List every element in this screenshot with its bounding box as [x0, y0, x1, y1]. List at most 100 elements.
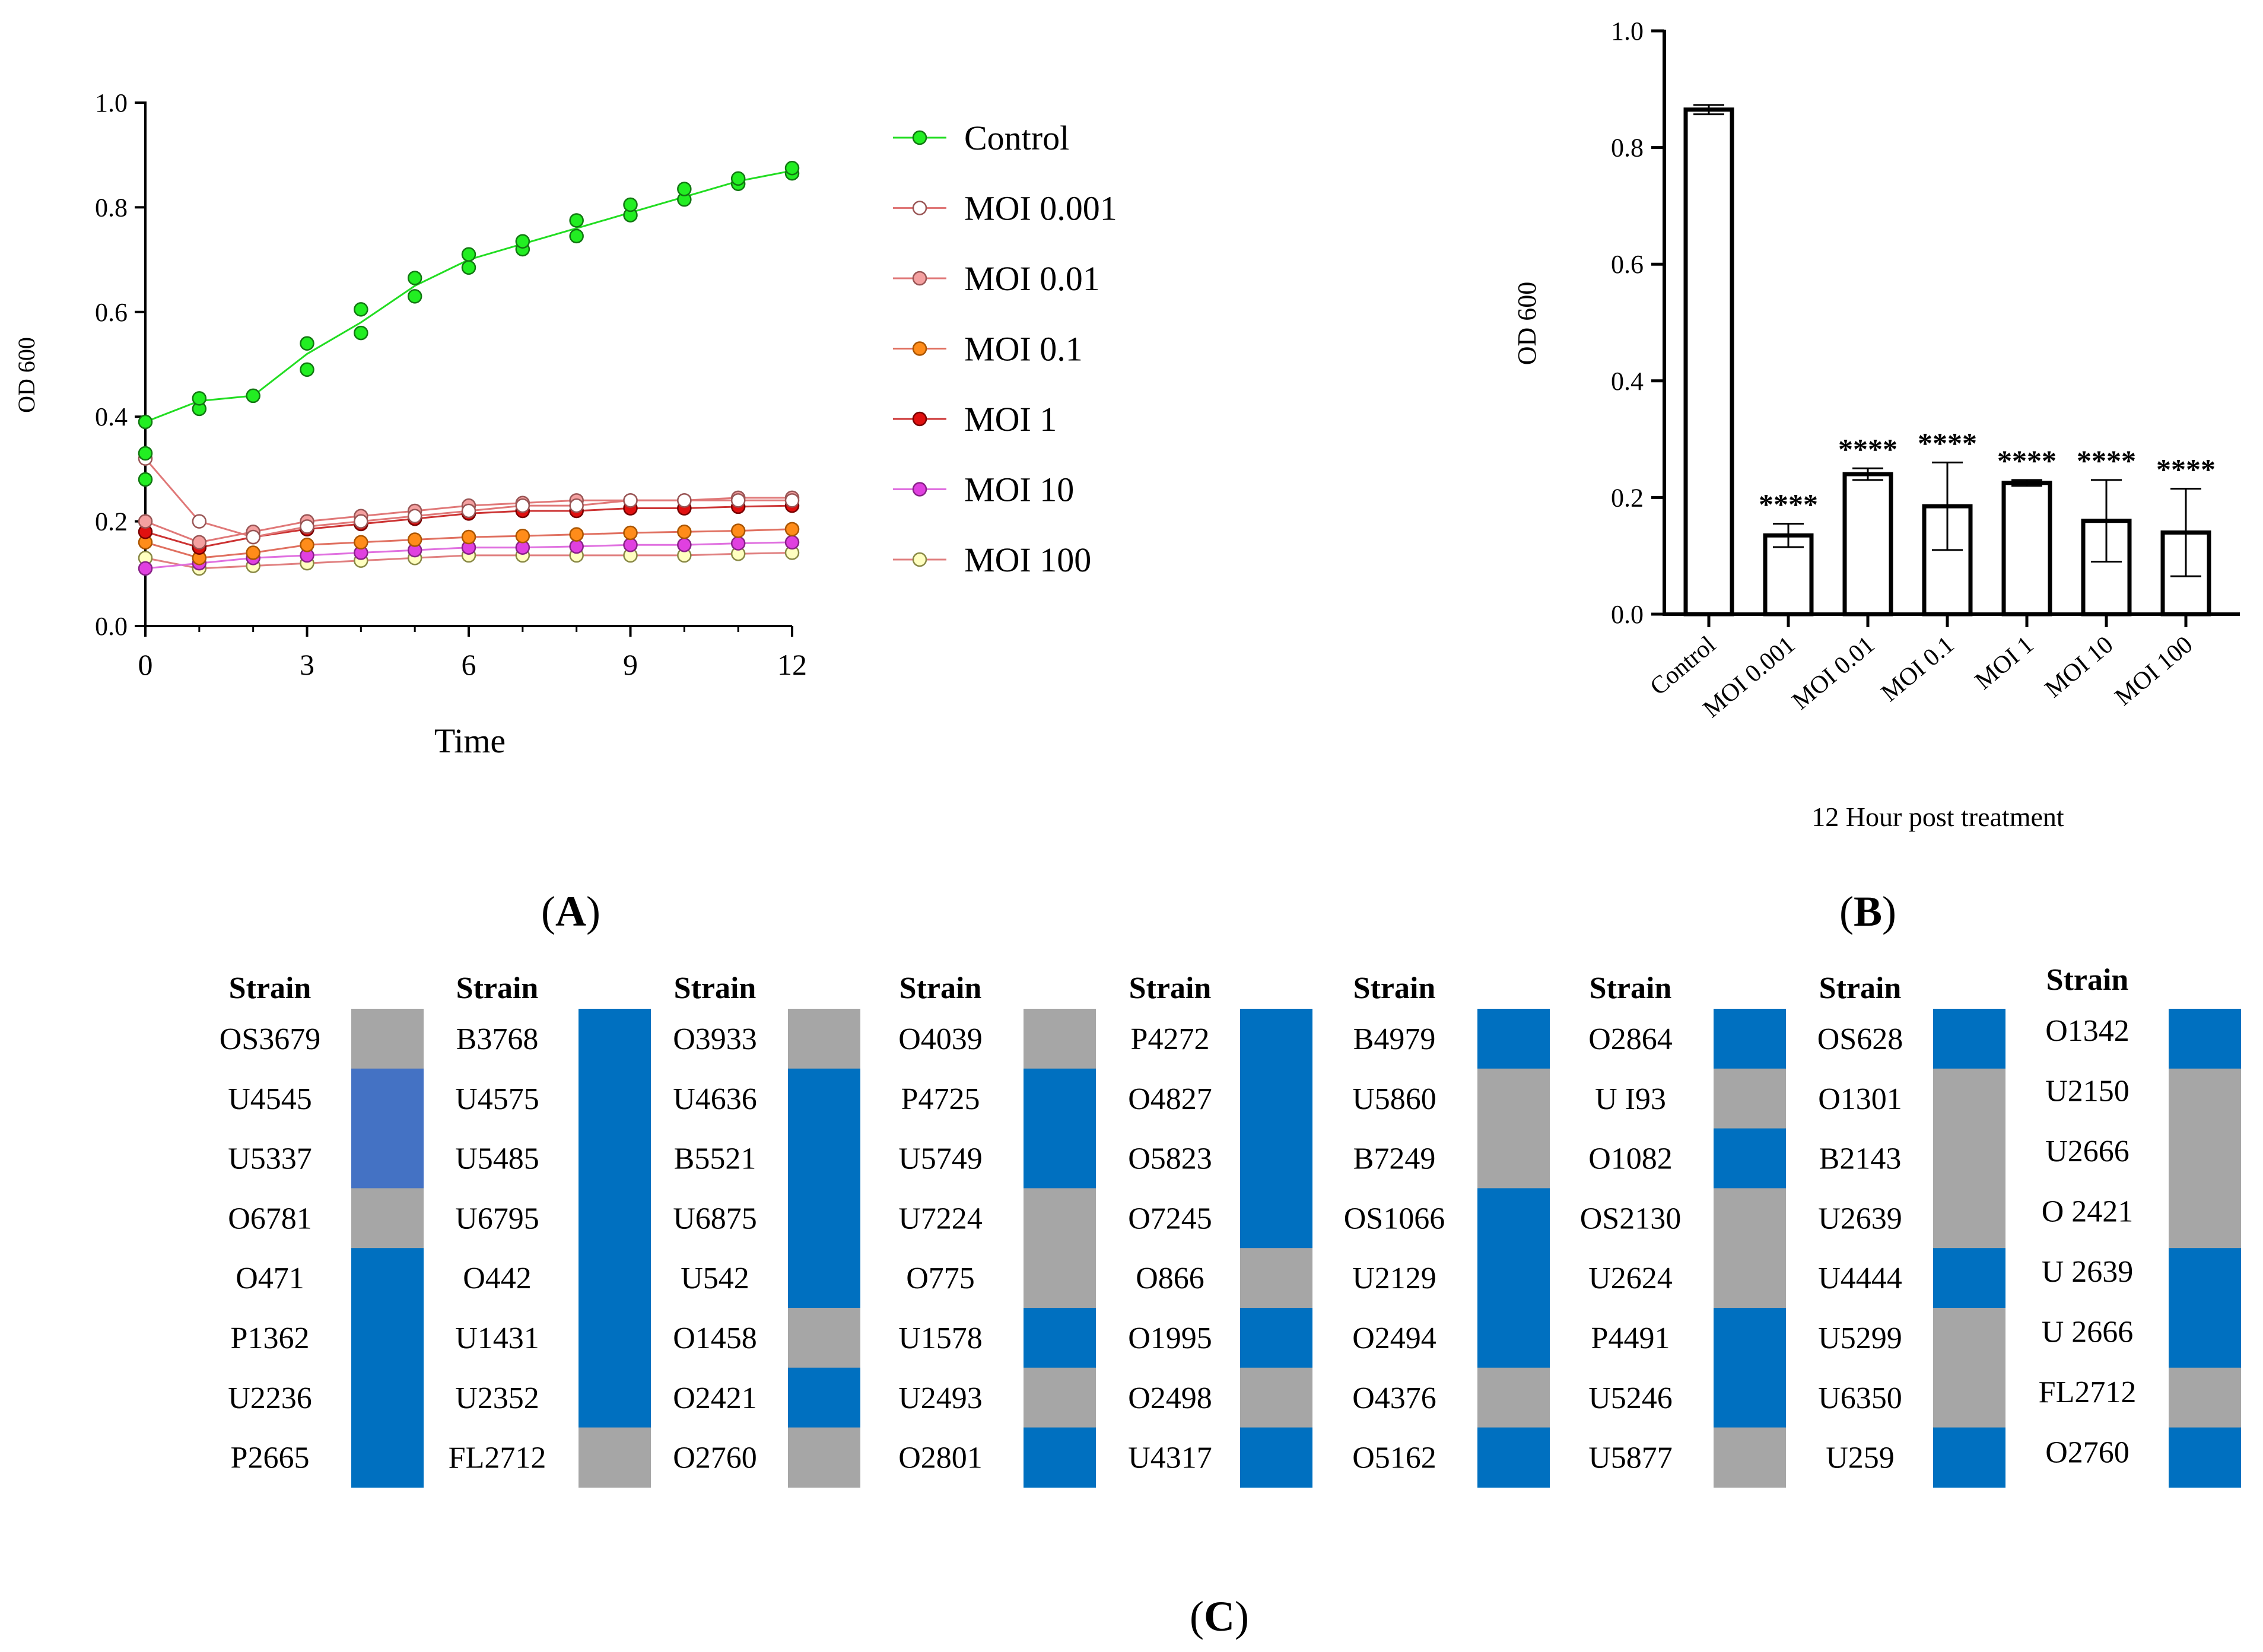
panel-c-strain-label: U6350: [1818, 1381, 1902, 1415]
panel-a-legend-label: MOI 0.01: [964, 259, 1100, 298]
panel-c-status-cell: [1714, 1248, 1786, 1308]
panel-a-xtick-label: 6: [462, 648, 476, 681]
panel-c-strain-label: O 2421: [2042, 1195, 2134, 1229]
panel-c-strain-label: O2421: [673, 1381, 757, 1415]
panel-c-status-cell: [1024, 1188, 1096, 1248]
panel-c-status-cell: [1240, 1308, 1312, 1368]
panel-c-strain-label: O1301: [1818, 1082, 1902, 1116]
panel-a-line-chart: 0.0 0.2 0.4 0.6 0.8 1.0 0 3 6 9 12 Control MOI 0.00…: [13, 88, 1117, 935]
panel-c-strain-label: O775: [906, 1262, 975, 1295]
panel-b-bar: [1842, 472, 1893, 617]
panel-c-status-cell: [1933, 1128, 2005, 1189]
panel-a-data-point: [246, 545, 260, 560]
panel-a-data-point: [623, 525, 638, 541]
panel-c-strain-label: FL2712: [2039, 1375, 2137, 1409]
panel-b-letter: B: [1854, 888, 1882, 935]
panel-c-strain-label: U6795: [455, 1202, 539, 1235]
panel-b-ytick-label: 1.0: [1611, 17, 1644, 46]
panel-b-label: (B): [1839, 888, 1896, 935]
panel-c-status-cell: [579, 1009, 651, 1069]
panel-c-strain-label: O4376: [1352, 1381, 1436, 1415]
panel-c-strain-label: O2494: [1352, 1321, 1436, 1355]
panel-a-data-point: [677, 493, 692, 508]
panel-a-legend-label: MOI 0.1: [964, 330, 1083, 368]
panel-a-data-point: [138, 514, 153, 529]
panel-a-data-point: [569, 527, 584, 542]
panel-b-ytick-label: 0.6: [1611, 250, 1644, 279]
panel-c-status-cell: [1933, 1009, 2005, 1069]
panel-a-xtick-label: 12: [777, 648, 807, 681]
panel-c-status-cell: [1933, 1068, 2005, 1129]
panel-b-significance: ****: [1997, 444, 2057, 477]
panel-b-significance: ****: [1918, 426, 1977, 459]
panel-c-status-cell: [2169, 1128, 2241, 1189]
panel-c-strain-label: U5246: [1588, 1381, 1673, 1415]
panel-c-strain-label: U2639: [1818, 1202, 1902, 1235]
panel-a-data-point: [569, 213, 584, 228]
panel-c-status-cell: [1024, 1068, 1096, 1129]
panel-c-strain-label: O2760: [2045, 1436, 2129, 1470]
panel-a-xtick-label: 9: [623, 648, 638, 681]
panel-c-strain-label: O1458: [673, 1321, 757, 1355]
panel-c-header: Strain: [1353, 971, 1436, 1005]
panel-a-legend-marker: [912, 552, 927, 567]
panel-a-data-point: [461, 260, 476, 275]
panel-c-header: Strain: [456, 971, 539, 1005]
panel-c-strain-label: U 2666: [2042, 1316, 2134, 1349]
panel-a-data-point: [354, 535, 368, 550]
panel-c-status-cell: [1714, 1427, 1786, 1488]
panel-a-legend-marker: [912, 130, 927, 145]
panel-a-label: (A): [541, 888, 600, 935]
panel-c-strain-label: B3768: [456, 1022, 539, 1056]
panel-b-ylabel: OD 600: [1512, 282, 1541, 366]
panel-a-ytick-label: 0.8: [95, 193, 128, 222]
panel-a-data-point: [192, 514, 207, 529]
panel-c-status-cell: [1933, 1427, 2005, 1488]
panel-c-status-cell: [1714, 1128, 1786, 1189]
panel-c-status-cell: [351, 1308, 424, 1368]
panel-c-status-cell: [2169, 1248, 2241, 1308]
panel-a-data-point: [569, 498, 584, 513]
panel-c-strain-label: U5749: [898, 1142, 983, 1176]
panel-c-strain-label: U6875: [673, 1202, 757, 1235]
panel-a-data-point: [677, 524, 692, 539]
panel-a-data-point: [407, 289, 422, 304]
panel-c-status-cell: [1024, 1128, 1096, 1189]
panel-c-strain-label: B2143: [1819, 1142, 1902, 1176]
panel-a-data-point: [300, 362, 314, 377]
panel-c-status-cell: [579, 1128, 651, 1189]
panel-c-status-cell: [1477, 1188, 1550, 1248]
panel-c-status-cell: [1024, 1367, 1096, 1428]
panel-a-legend-marker: [912, 271, 927, 286]
panel-c-strain-label: OS2130: [1580, 1202, 1681, 1235]
panel-c-label: (C): [1190, 1593, 1249, 1640]
panel-c-status-cell: [2169, 1308, 2241, 1368]
panel-a-data-point: [677, 182, 692, 196]
panel-c-strain-label: O1342: [2045, 1014, 2129, 1048]
panel-a-data-point: [192, 391, 207, 406]
panel-a-data-point: [515, 234, 530, 249]
panel-c-strain-label: U2352: [455, 1381, 539, 1415]
panel-c-strain-label: P4491: [1591, 1321, 1670, 1355]
panel-c-strain-label: U2150: [2045, 1075, 2129, 1108]
panel-c-strain-label: U542: [681, 1262, 749, 1295]
panel-a-data-point: [138, 472, 153, 487]
panel-b-bar: [2001, 481, 2052, 617]
panel-a-data-point: [138, 414, 153, 430]
panel-a-legend-label: MOI 0.001: [964, 189, 1117, 228]
panel-a-data-point: [623, 538, 638, 552]
panel-a-xtick-label: 0: [138, 648, 153, 681]
panel-c-strain-label: U2129: [1352, 1262, 1436, 1295]
panel-c-status-cell: [351, 1248, 424, 1308]
panel-c-strain-label: O471: [236, 1262, 304, 1295]
panel-c-status-cell: [1933, 1308, 2005, 1368]
panel-a-data-point: [300, 519, 314, 534]
panel-a-legend-label: MOI 100: [964, 541, 1091, 579]
panel-a-data-point: [515, 529, 530, 544]
panel-c-strain-label: O3933: [673, 1022, 757, 1056]
panel-c-status-cell: [788, 1068, 860, 1129]
panel-a-data-point: [461, 247, 476, 262]
panel-c-strain-label: U5485: [455, 1142, 539, 1176]
panel-a-ylabel: OD 600: [13, 337, 40, 413]
panel-a-data-point: [354, 302, 368, 317]
